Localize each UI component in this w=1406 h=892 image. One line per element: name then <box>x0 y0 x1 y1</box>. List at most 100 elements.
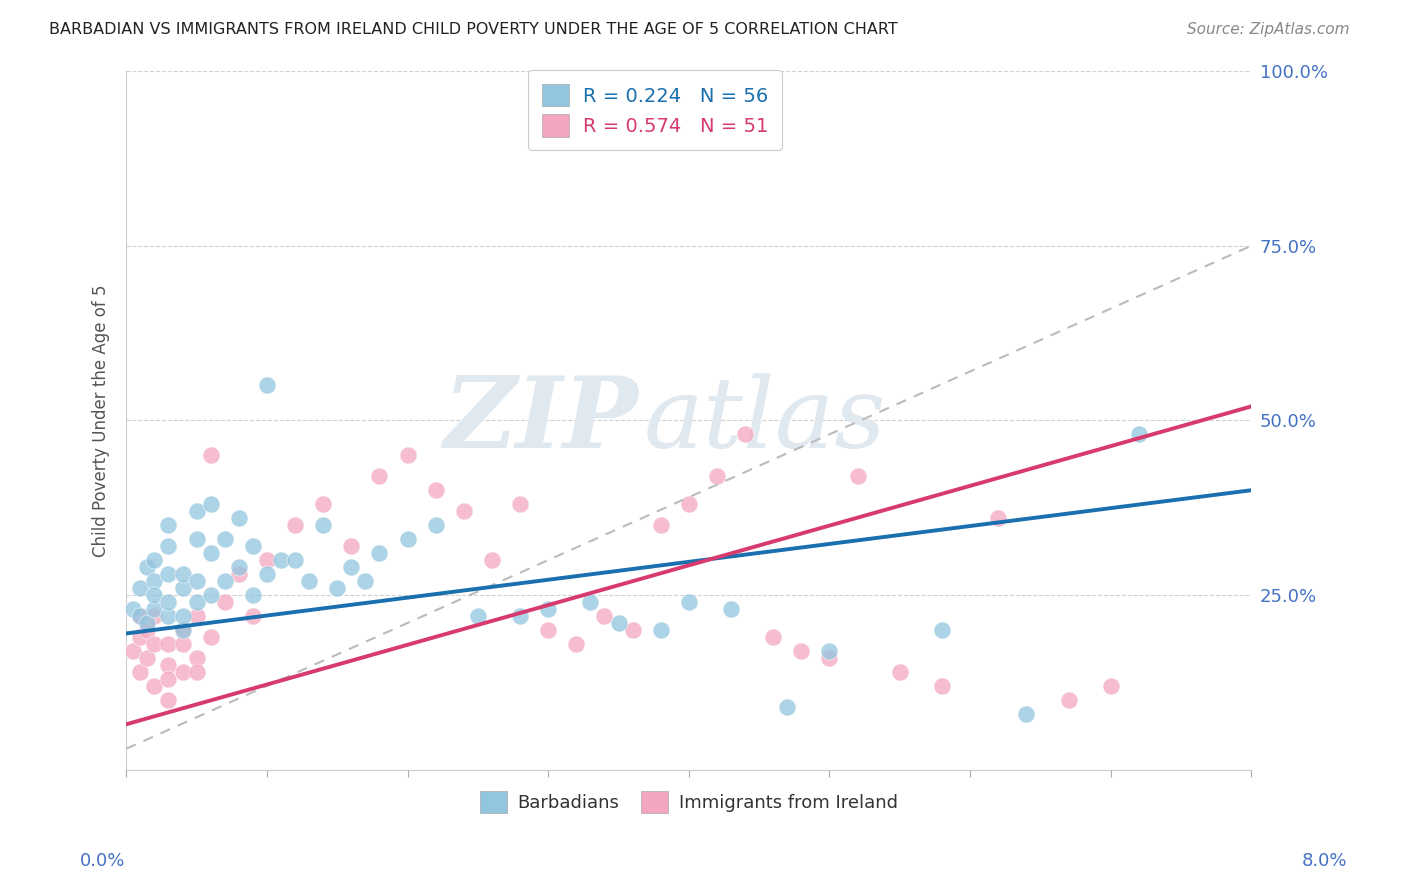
Point <box>453 504 475 518</box>
Point <box>368 546 391 560</box>
Point <box>242 588 264 602</box>
Point <box>242 539 264 553</box>
Point <box>200 448 222 462</box>
Point <box>678 595 700 609</box>
Point <box>186 609 208 624</box>
Point <box>678 497 700 511</box>
Point <box>143 553 166 567</box>
Point <box>242 609 264 624</box>
Point <box>157 595 180 609</box>
Point <box>509 497 531 511</box>
Point <box>157 672 180 686</box>
Text: 0.0%: 0.0% <box>80 852 125 870</box>
Point <box>172 581 194 595</box>
Point <box>340 560 363 574</box>
Point <box>200 588 222 602</box>
Point <box>298 574 321 588</box>
Point <box>734 427 756 442</box>
Point <box>762 630 785 644</box>
Point <box>228 567 250 582</box>
Point <box>122 602 145 616</box>
Point <box>790 644 813 658</box>
Point <box>931 679 953 693</box>
Point <box>157 539 180 553</box>
Point <box>228 511 250 525</box>
Point <box>157 693 180 707</box>
Point <box>122 644 145 658</box>
Text: 8.0%: 8.0% <box>1302 852 1347 870</box>
Point <box>354 574 377 588</box>
Point <box>143 574 166 588</box>
Point <box>284 553 307 567</box>
Point <box>650 518 672 533</box>
Point <box>818 651 841 665</box>
Point <box>1128 427 1150 442</box>
Point <box>818 644 841 658</box>
Point <box>312 497 335 511</box>
Point <box>136 651 159 665</box>
Point <box>214 532 236 546</box>
Point <box>481 553 503 567</box>
Point <box>284 518 307 533</box>
Point <box>186 665 208 679</box>
Point <box>200 497 222 511</box>
Point <box>256 378 278 392</box>
Point <box>172 665 194 679</box>
Point <box>157 567 180 582</box>
Point <box>172 623 194 637</box>
Point <box>396 532 419 546</box>
Point <box>157 657 180 672</box>
Point <box>537 602 560 616</box>
Point <box>312 518 335 533</box>
Point <box>256 567 278 582</box>
Point <box>143 602 166 616</box>
Point <box>720 602 742 616</box>
Point <box>1099 679 1122 693</box>
Point <box>157 518 180 533</box>
Point <box>579 595 602 609</box>
Point <box>136 615 159 630</box>
Point <box>186 595 208 609</box>
Point <box>200 546 222 560</box>
Point <box>129 581 152 595</box>
Point <box>143 679 166 693</box>
Point <box>256 553 278 567</box>
Point <box>607 615 630 630</box>
Point <box>931 623 953 637</box>
Point <box>509 609 531 624</box>
Point <box>136 560 159 574</box>
Text: ZIP: ZIP <box>443 372 638 468</box>
Point <box>776 699 799 714</box>
Point <box>143 637 166 651</box>
Point <box>136 623 159 637</box>
Point <box>129 609 152 624</box>
Point <box>1057 693 1080 707</box>
Point <box>186 574 208 588</box>
Point <box>186 532 208 546</box>
Point <box>143 588 166 602</box>
Point <box>129 665 152 679</box>
Point <box>396 448 419 462</box>
Point <box>537 623 560 637</box>
Point <box>326 581 349 595</box>
Point <box>214 574 236 588</box>
Point <box>143 609 166 624</box>
Y-axis label: Child Poverty Under the Age of 5: Child Poverty Under the Age of 5 <box>93 285 110 557</box>
Point <box>425 518 447 533</box>
Point <box>270 553 292 567</box>
Point <box>129 630 152 644</box>
Point <box>172 567 194 582</box>
Point <box>228 560 250 574</box>
Text: atlas: atlas <box>644 373 887 468</box>
Point <box>593 609 616 624</box>
Point <box>1015 706 1038 721</box>
Point <box>340 539 363 553</box>
Text: BARBADIAN VS IMMIGRANTS FROM IRELAND CHILD POVERTY UNDER THE AGE OF 5 CORRELATIO: BARBADIAN VS IMMIGRANTS FROM IRELAND CHI… <box>49 22 898 37</box>
Legend: Barbadians, Immigrants from Ireland: Barbadians, Immigrants from Ireland <box>472 783 905 820</box>
Point <box>565 637 588 651</box>
Point <box>172 623 194 637</box>
Point <box>621 623 644 637</box>
Point <box>706 469 728 483</box>
Point <box>172 637 194 651</box>
Point <box>650 623 672 637</box>
